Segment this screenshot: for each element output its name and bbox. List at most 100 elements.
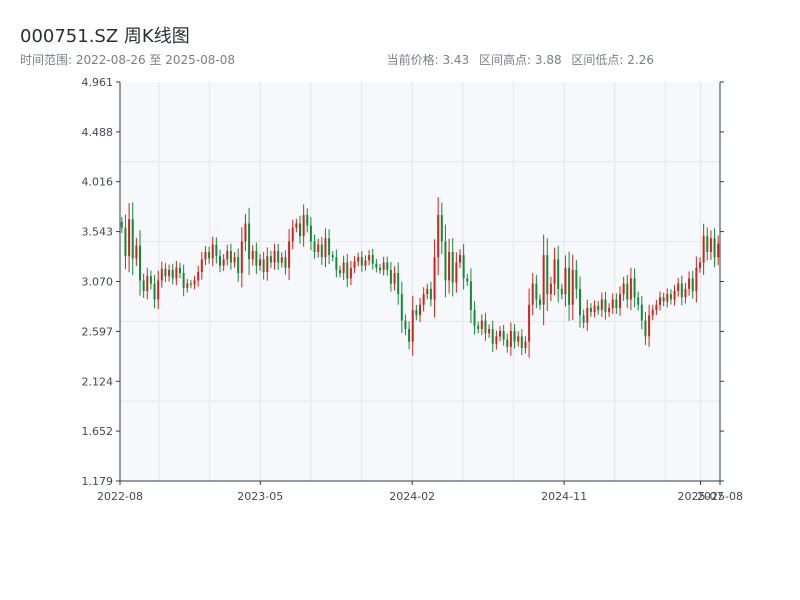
candle-body (306, 215, 309, 226)
candle-body (171, 269, 174, 279)
candle-body (477, 325, 480, 329)
candle (135, 238, 138, 266)
candle-body (259, 259, 261, 266)
candle-body (411, 309, 414, 342)
candle (488, 324, 491, 338)
candle-body (302, 215, 305, 237)
range-high-text: 区间高点: 3.88 (479, 53, 562, 67)
candle (422, 287, 425, 312)
candle (139, 230, 141, 296)
candle (429, 282, 432, 307)
candle-body (568, 267, 571, 305)
candle (691, 270, 694, 299)
candle (520, 329, 523, 356)
candle-body (280, 257, 283, 263)
candle-body (589, 307, 592, 313)
candle (306, 208, 309, 233)
candle (197, 265, 200, 287)
candle (284, 250, 287, 275)
candle-body (560, 288, 563, 295)
candle-body (586, 307, 589, 323)
candle (204, 246, 207, 266)
candle (593, 300, 596, 318)
candle-body (146, 276, 149, 291)
candle (255, 242, 258, 275)
candle-body (459, 255, 461, 263)
candle-body (593, 305, 596, 313)
candle (280, 252, 283, 268)
candle-body (513, 331, 516, 342)
candle-body (389, 269, 392, 284)
candle (353, 256, 356, 274)
candle (640, 296, 643, 330)
candle (484, 312, 487, 341)
candle (142, 273, 145, 298)
candle (513, 324, 516, 349)
candle (237, 248, 240, 282)
candle-body (149, 276, 152, 284)
candle-body (626, 283, 629, 300)
candle-body (520, 336, 523, 348)
candle-body (160, 268, 163, 281)
candle-body (371, 255, 374, 264)
candle-body (182, 273, 185, 288)
candle-body (131, 219, 134, 259)
candle-body (248, 223, 251, 260)
y-tick-label: 1.652 (82, 425, 114, 438)
current-price-text: 当前价格: 3.43 (386, 53, 470, 67)
candle (331, 251, 334, 262)
candle (549, 276, 552, 302)
candle (219, 249, 221, 273)
axes-layer (116, 81, 724, 485)
y-tick-label: 4.016 (82, 176, 114, 189)
candle (713, 228, 716, 268)
candle-body (473, 309, 476, 326)
grid-vertical (158, 82, 702, 481)
candle-body (189, 283, 192, 285)
candle-body (633, 278, 636, 298)
candle (480, 314, 483, 336)
candle-body (426, 288, 429, 295)
candle (688, 271, 691, 296)
candle-body (375, 263, 378, 268)
candle (339, 265, 341, 278)
candle (662, 292, 665, 307)
candle-body (386, 262, 389, 270)
candle-body (433, 257, 436, 300)
candle (146, 267, 149, 300)
candle-body (295, 223, 298, 228)
candle-body (317, 244, 320, 252)
candle (608, 303, 611, 317)
candle-body (582, 315, 585, 323)
candle (491, 320, 494, 353)
candle (128, 203, 131, 273)
candle-body (462, 255, 465, 279)
chart-title: 000751.SZ 周K线图 (20, 26, 190, 47)
candle (506, 333, 509, 353)
candle-body (491, 328, 494, 344)
candle (528, 288, 531, 358)
candle-body (575, 269, 578, 289)
candle (251, 244, 254, 266)
candle (589, 303, 592, 317)
candle (317, 238, 320, 258)
candle-body (266, 256, 269, 273)
candle (124, 214, 127, 270)
candle (131, 202, 134, 276)
candle-body (379, 267, 381, 270)
candle-body (277, 250, 280, 263)
candle-body (244, 223, 247, 242)
candle-body (611, 299, 614, 308)
candle-body (349, 267, 352, 279)
candle (677, 277, 680, 297)
candle-body (553, 259, 556, 284)
candle-body (469, 281, 472, 310)
candle-body (531, 283, 534, 305)
candle (659, 291, 661, 311)
candle (699, 257, 701, 273)
candle-body (193, 280, 196, 285)
candle-body (619, 294, 621, 308)
candle-body (408, 328, 411, 342)
candle (324, 228, 327, 268)
candle (477, 321, 480, 334)
